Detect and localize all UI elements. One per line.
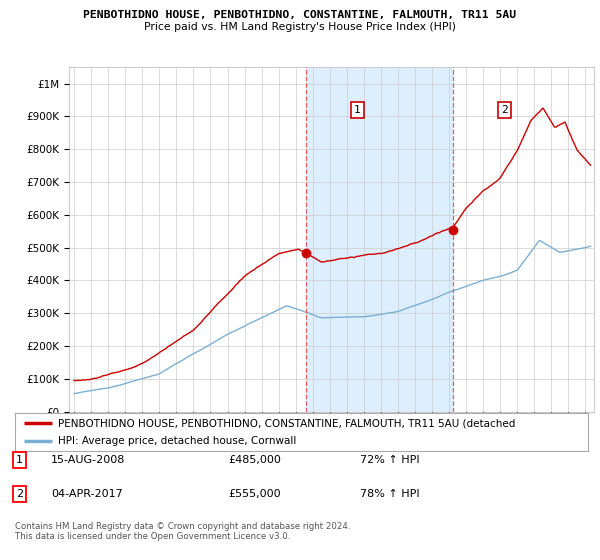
Text: HPI: Average price, detached house, Cornwall: HPI: Average price, detached house, Corn… [58, 436, 296, 446]
Text: 15-AUG-2008: 15-AUG-2008 [51, 455, 125, 465]
Text: 1: 1 [354, 105, 361, 115]
Text: 1: 1 [16, 455, 23, 465]
Text: Price paid vs. HM Land Registry's House Price Index (HPI): Price paid vs. HM Land Registry's House … [144, 22, 456, 32]
Text: Contains HM Land Registry data © Crown copyright and database right 2024.
This d: Contains HM Land Registry data © Crown c… [15, 522, 350, 542]
Text: 78% ↑ HPI: 78% ↑ HPI [360, 489, 419, 499]
Text: £555,000: £555,000 [228, 489, 281, 499]
Text: 2: 2 [16, 489, 23, 499]
Text: £485,000: £485,000 [228, 455, 281, 465]
Text: 2: 2 [501, 105, 508, 115]
Text: 04-APR-2017: 04-APR-2017 [51, 489, 123, 499]
Text: PENBOTHIDNO HOUSE, PENBOTHIDNO, CONSTANTINE, FALMOUTH, TR11 5AU (detached: PENBOTHIDNO HOUSE, PENBOTHIDNO, CONSTANT… [58, 418, 515, 428]
Text: PENBOTHIDNO HOUSE, PENBOTHIDNO, CONSTANTINE, FALMOUTH, TR11 5AU: PENBOTHIDNO HOUSE, PENBOTHIDNO, CONSTANT… [83, 10, 517, 20]
Bar [306, 67, 454, 412]
Text: 72% ↑ HPI: 72% ↑ HPI [360, 455, 419, 465]
